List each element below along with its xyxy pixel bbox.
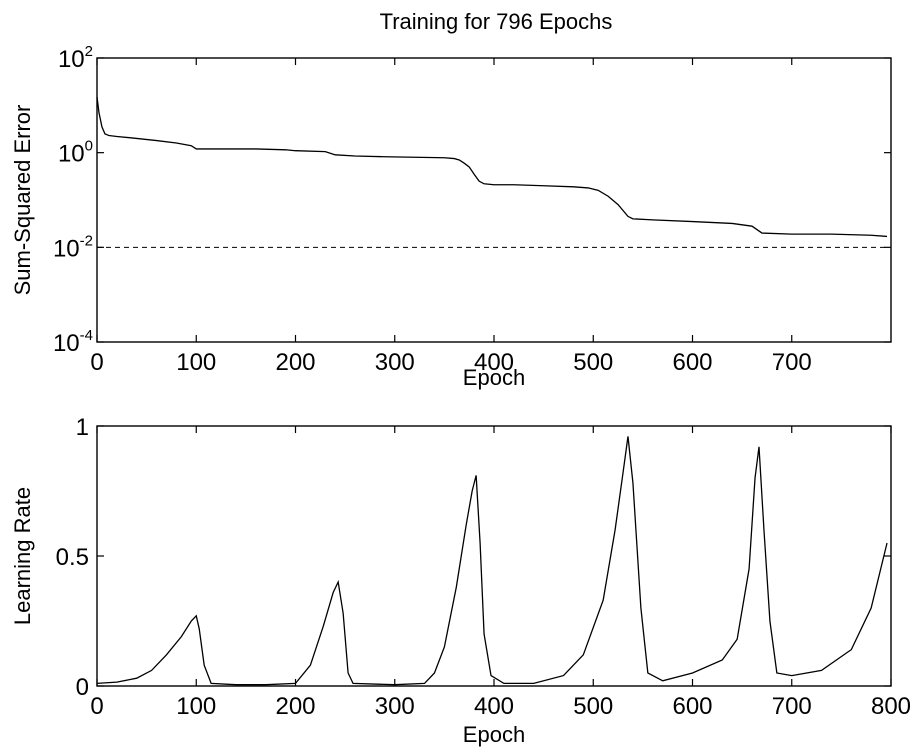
x-tick-label: 700 <box>772 693 812 720</box>
y-tick-label: 0 <box>76 674 89 701</box>
lr-y-ticks: 00.51 <box>56 414 891 701</box>
error-axes-frame <box>96 57 892 343</box>
y-tick-label: 102 <box>58 43 93 73</box>
y-tick-label: 10-4 <box>53 327 93 357</box>
x-tick-label: 500 <box>573 349 613 376</box>
lr-y-axis-label: Learning Rate <box>10 487 35 625</box>
x-tick-label: 300 <box>375 349 415 376</box>
x-tick-label: 100 <box>176 693 216 720</box>
x-tick-label: 200 <box>275 693 315 720</box>
x-tick-label: 0 <box>90 693 103 720</box>
error-x-axis-label: Epoch <box>463 365 525 390</box>
y-tick-label: 10-2 <box>53 232 93 262</box>
lr-x-ticks: 0 100 200 300 400 500 600 700 800 <box>90 426 911 720</box>
x-tick-label: 0 <box>90 349 103 376</box>
error-series-points <box>97 97 887 236</box>
x-tick-label: 600 <box>672 349 712 376</box>
y-tick-label: 100 <box>58 138 93 168</box>
error-y-axis-label: Sum-Squared Error <box>10 105 35 296</box>
x-tick-label: 300 <box>375 693 415 720</box>
x-tick-label: 100 <box>176 349 216 376</box>
lr-axes-frame <box>96 425 892 687</box>
y-tick-label: 0.5 <box>56 544 89 571</box>
lr-x-axis-label: Epoch <box>463 722 525 747</box>
error-series-line <box>96 96 888 238</box>
learning-rate-panel: 0 100 200 300 400 500 600 700 800 00.51 Epoch Le… <box>10 414 911 747</box>
x-tick-label: 200 <box>275 349 315 376</box>
lr-series-line <box>96 436 888 686</box>
x-tick-label: 400 <box>474 693 514 720</box>
x-tick-label: 600 <box>672 693 712 720</box>
chart-title: Training for 796 Epochs <box>380 9 613 34</box>
x-tick-label: 500 <box>573 693 613 720</box>
lr-series-points <box>97 436 887 684</box>
x-tick-label: 700 <box>772 349 812 376</box>
error-x-ticks: 0 100 200 300 400 500 600 700 <box>90 58 812 376</box>
error-y-ticks: 102 100 10-2 10-4 <box>53 43 891 357</box>
x-tick-label: 400 <box>474 349 514 376</box>
error-panel: Training for 796 Epochs 0 100 200 300 400 500… <box>10 9 892 390</box>
x-tick-label: 800 <box>871 693 911 720</box>
y-tick-label: 1 <box>76 414 89 441</box>
